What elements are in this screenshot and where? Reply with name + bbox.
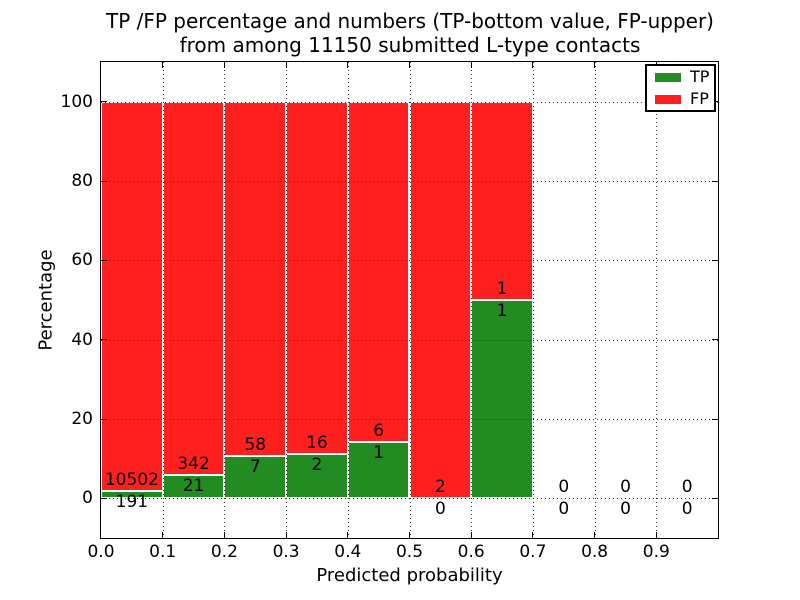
gridline-vertical bbox=[532, 62, 534, 538]
x-axis-tick bbox=[162, 532, 164, 538]
x-tick-label: 0.1 bbox=[149, 542, 177, 562]
bar-fp-count-label: 6 bbox=[373, 420, 385, 441]
y-tick-label: 0 bbox=[82, 488, 93, 509]
bar-tp-count-label: 0 bbox=[434, 499, 446, 520]
legend-entry-tp: TP bbox=[647, 69, 714, 85]
chart-title: TP /FP percentage and numbers (TP-bottom… bbox=[106, 9, 714, 57]
y-axis-tick bbox=[712, 339, 718, 341]
gridline-vertical bbox=[162, 62, 164, 538]
x-tick-label: 0.5 bbox=[395, 542, 424, 562]
y-tick-label: 20 bbox=[71, 409, 93, 429]
y-tick-label: 100 bbox=[60, 91, 93, 112]
y-axis-tick bbox=[101, 259, 107, 261]
gridline-vertical bbox=[224, 62, 226, 538]
bar-fp-count-label: 0 bbox=[620, 477, 631, 498]
legend-label-tp: TP bbox=[690, 67, 710, 86]
x-axis-tick bbox=[655, 532, 657, 538]
y-axis-tick bbox=[712, 259, 718, 261]
bar-tp-segment bbox=[224, 455, 287, 499]
bar-tp-count-label: 21 bbox=[182, 476, 205, 497]
legend-label-fp: FP bbox=[690, 89, 709, 108]
bar-fp-segment bbox=[347, 101, 410, 442]
x-axis-label: Predicted probability bbox=[316, 565, 503, 586]
bar-fp-count-label: 342 bbox=[177, 454, 210, 475]
x-axis-tick bbox=[532, 532, 534, 538]
gridline-vertical bbox=[594, 62, 596, 538]
legend-entry-fp: FP bbox=[647, 91, 714, 107]
x-axis-tick bbox=[470, 62, 472, 68]
bar-fp-segment bbox=[224, 101, 287, 456]
x-axis-tick bbox=[594, 532, 596, 538]
x-tick-label: 0.9 bbox=[642, 542, 670, 562]
bar-fp-count-label: 0 bbox=[681, 477, 693, 498]
bar-fp-count-label: 1 bbox=[496, 279, 508, 299]
y-axis-tick bbox=[712, 497, 718, 499]
x-axis-tick bbox=[223, 62, 225, 68]
bar-tp-count-label: 0 bbox=[681, 499, 693, 520]
bar-tp-count-label: 1 bbox=[496, 301, 508, 321]
x-tick-label: 0.3 bbox=[272, 542, 300, 562]
gridline-vertical bbox=[656, 62, 658, 538]
bar-fp-segment bbox=[471, 101, 533, 300]
bar-tp-count-label: 191 bbox=[115, 492, 149, 513]
x-axis-tick bbox=[470, 532, 472, 538]
fp-color-swatch bbox=[655, 94, 681, 104]
x-tick-label: 0.2 bbox=[210, 542, 238, 562]
y-axis-tick bbox=[712, 418, 718, 420]
bar-fp-count-label: 2 bbox=[434, 477, 446, 498]
gridline-vertical bbox=[471, 62, 473, 538]
y-axis-tick bbox=[101, 101, 107, 103]
bar-tp-count-label: 0 bbox=[620, 499, 631, 520]
x-axis-tick bbox=[532, 62, 534, 68]
y-axis-tick bbox=[101, 180, 107, 182]
x-axis-tick bbox=[162, 62, 164, 68]
x-tick-label: 0.4 bbox=[334, 542, 362, 562]
y-axis-tick bbox=[101, 339, 107, 341]
gridline-vertical bbox=[286, 62, 288, 538]
x-tick-label: 0.8 bbox=[581, 542, 609, 562]
bar-tp-count-label: 2 bbox=[311, 455, 323, 476]
bar-fp-segment bbox=[101, 101, 163, 492]
bar-fp-count-label: 58 bbox=[244, 434, 267, 455]
plot-area: TP FP 10502 191 342 21 58 7 16 2 6 1 2 0 1 1 0 0 0 0 0 0 bbox=[100, 61, 719, 539]
x-axis-tick bbox=[347, 62, 349, 68]
x-axis-tick bbox=[285, 532, 287, 538]
x-axis-tick bbox=[347, 532, 349, 538]
x-axis-tick bbox=[285, 62, 287, 68]
y-axis-tick bbox=[101, 497, 107, 499]
x-axis-tick bbox=[594, 62, 596, 68]
tp-color-swatch bbox=[655, 72, 681, 82]
bar-tp-segment bbox=[471, 300, 533, 499]
bar-tp-count-label: 1 bbox=[373, 442, 385, 463]
y-axis-tick bbox=[712, 180, 718, 182]
bar-tp-count-label: 7 bbox=[249, 456, 261, 477]
x-tick-label: 0.7 bbox=[519, 542, 547, 562]
legend: TP FP bbox=[645, 64, 716, 112]
x-axis-tick bbox=[223, 532, 225, 538]
x-tick-label: 0.6 bbox=[457, 542, 485, 562]
y-tick-label: 60 bbox=[71, 250, 93, 271]
x-axis-tick bbox=[409, 62, 410, 68]
y-tick-label: 40 bbox=[71, 329, 93, 350]
bar-tp-count-label: 0 bbox=[558, 499, 570, 520]
x-tick-label: 0.0 bbox=[87, 542, 115, 562]
bar-fp-segment bbox=[286, 101, 348, 455]
x-axis-tick bbox=[409, 532, 410, 538]
bar-fp-count-label: 10502 bbox=[104, 470, 159, 491]
bar-fp-count-label: 0 bbox=[558, 477, 570, 498]
gridline-vertical bbox=[347, 62, 349, 538]
bar-fp-segment bbox=[409, 101, 472, 499]
bar-fp-count-label: 16 bbox=[306, 433, 328, 454]
y-axis-tick bbox=[101, 418, 107, 420]
bar-tp-segment bbox=[101, 491, 163, 499]
y-tick-label: 80 bbox=[71, 171, 93, 191]
gridline-vertical bbox=[409, 62, 411, 538]
bar-fp-segment bbox=[162, 101, 225, 476]
